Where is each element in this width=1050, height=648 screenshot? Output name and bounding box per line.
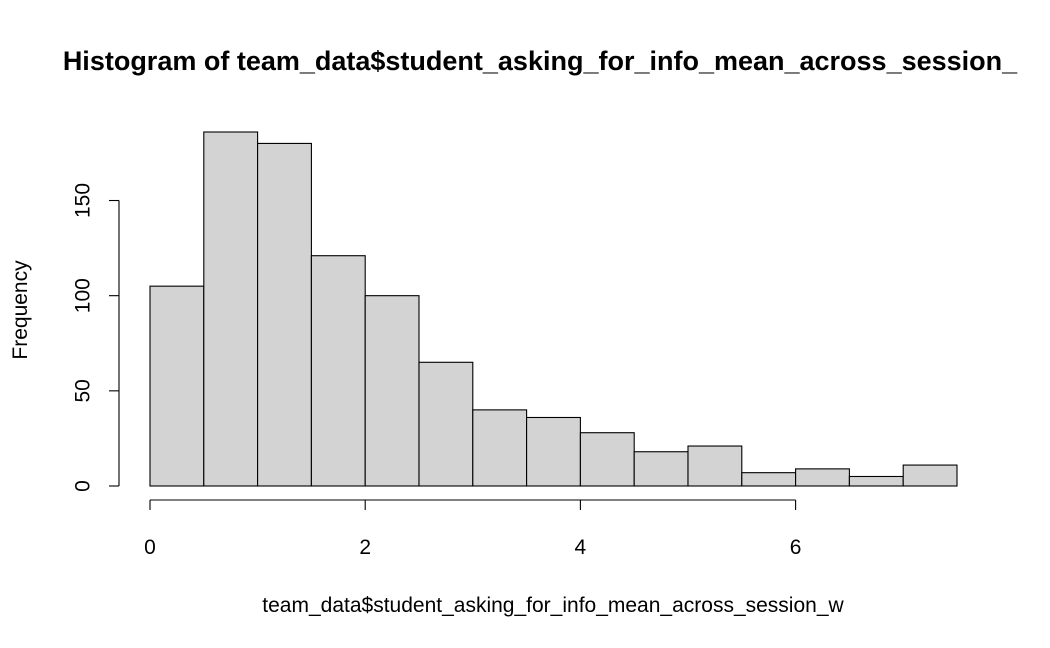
histogram-bar	[633, 451, 689, 487]
histogram-bar	[741, 472, 797, 487]
histogram-bar	[257, 142, 312, 487]
histogram-bar	[472, 409, 528, 487]
x-tick-label: 0	[144, 536, 156, 559]
bars	[149, 131, 958, 487]
histogram-bar	[526, 416, 581, 487]
y-tick-label: 50	[72, 379, 95, 402]
x-tick-label: 4	[575, 536, 587, 559]
histogram-bar	[687, 445, 743, 487]
x-tick-label: 6	[790, 536, 802, 559]
x-axis: 0 2 4 6	[144, 499, 802, 559]
histogram-bar	[848, 475, 904, 487]
histogram-bar	[364, 295, 420, 487]
histogram-bar	[795, 468, 850, 487]
y-axis-label: Frequency	[9, 260, 32, 360]
x-tick-label: 2	[359, 536, 371, 559]
histogram-bar	[203, 131, 259, 487]
histogram-bar	[149, 285, 205, 487]
x-axis-label: team_data$student_asking_for_info_mean_a…	[262, 594, 844, 617]
histogram-bar	[902, 464, 958, 487]
chart-title: Histogram of team_data$student_asking_fo…	[63, 46, 1018, 76]
histogram-bar	[579, 432, 635, 487]
histogram-bar	[418, 361, 474, 487]
y-axis: 0 50 100 150	[72, 183, 120, 492]
histogram-bar	[310, 255, 366, 487]
y-tick-label: 150	[72, 183, 95, 218]
y-tick-label: 100	[72, 278, 95, 313]
y-tick-label: 0	[72, 480, 95, 492]
